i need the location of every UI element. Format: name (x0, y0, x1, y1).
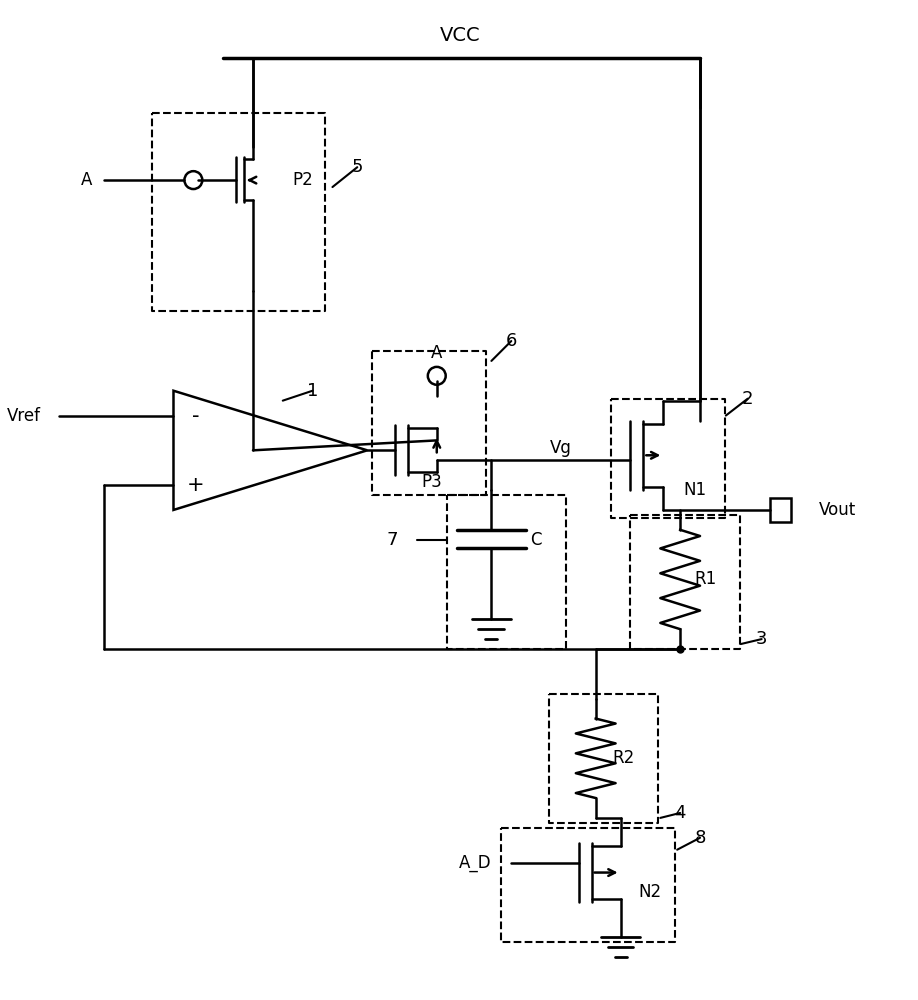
Text: +: + (186, 475, 204, 495)
Bar (769, 498, 791, 522)
Text: Vref: Vref (7, 407, 41, 425)
Bar (501, 828, 676, 942)
Text: 5: 5 (352, 158, 363, 176)
Text: VCC: VCC (441, 26, 481, 45)
Text: R1: R1 (694, 570, 716, 588)
Text: A_D: A_D (459, 854, 491, 872)
Bar (447, 495, 565, 649)
Bar (151, 113, 326, 311)
Text: Vg: Vg (550, 439, 572, 457)
Text: 7: 7 (386, 531, 397, 549)
Text: 8: 8 (694, 829, 706, 847)
Text: 1: 1 (307, 382, 319, 400)
Bar (631, 515, 740, 649)
Text: Vout: Vout (819, 501, 856, 519)
Text: N2: N2 (639, 883, 662, 901)
Text: A: A (81, 171, 92, 189)
Text: 3: 3 (756, 630, 767, 648)
Bar (372, 351, 487, 495)
Text: A: A (431, 344, 442, 362)
Text: C: C (531, 531, 542, 549)
Text: P2: P2 (292, 171, 313, 189)
Text: R2: R2 (612, 749, 634, 767)
Text: P3: P3 (421, 473, 442, 491)
Bar (610, 399, 725, 518)
Text: -: - (192, 406, 199, 426)
Bar (549, 694, 658, 823)
Text: 2: 2 (742, 390, 754, 408)
Text: 4: 4 (675, 804, 686, 822)
Text: N1: N1 (684, 481, 707, 499)
Text: 6: 6 (506, 332, 517, 350)
